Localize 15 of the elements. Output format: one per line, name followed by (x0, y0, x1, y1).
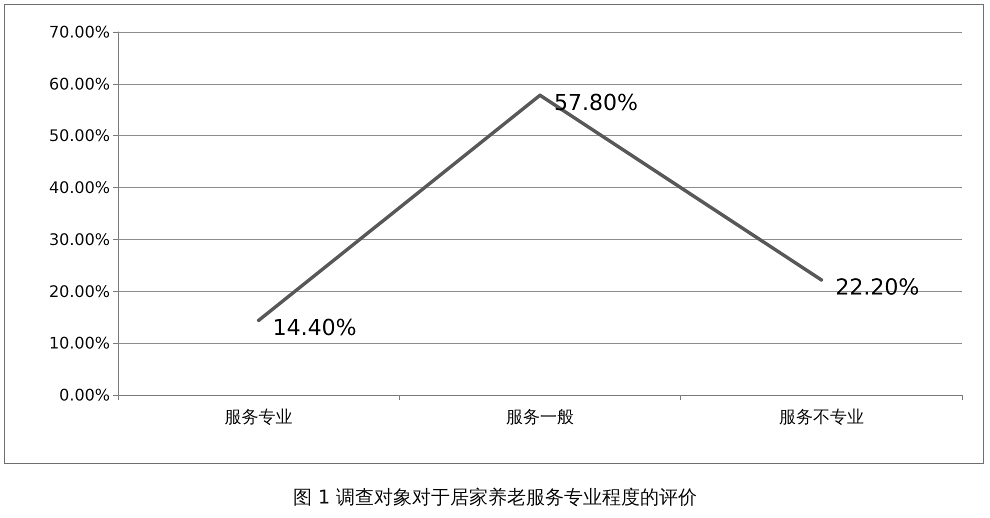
y-tick-label: 50.00% (48, 126, 110, 146)
y-tick-label: 70.00% (48, 22, 110, 42)
x-tick-label: 服务专业 (224, 408, 293, 428)
y-tick-label: 20.00% (48, 282, 110, 301)
y-tick-label: 30.00% (48, 230, 110, 249)
y-tick-label: 60.00% (48, 74, 110, 94)
y-tick-label: 40.00% (48, 178, 110, 198)
y-tick-label: 10.00% (48, 334, 110, 353)
data-label: 14.40% (272, 316, 357, 341)
data-label: 22.20% (835, 275, 920, 300)
x-tick-label: 服务不专业 (778, 408, 864, 428)
x-tick-label: 服务一般 (506, 408, 574, 428)
text: 图 1 调查对象对于居家养老服务专业程度的评价 (292, 486, 698, 508)
y-tick-label: 0.00% (59, 386, 110, 404)
data-label: 57.80% (554, 90, 638, 116)
